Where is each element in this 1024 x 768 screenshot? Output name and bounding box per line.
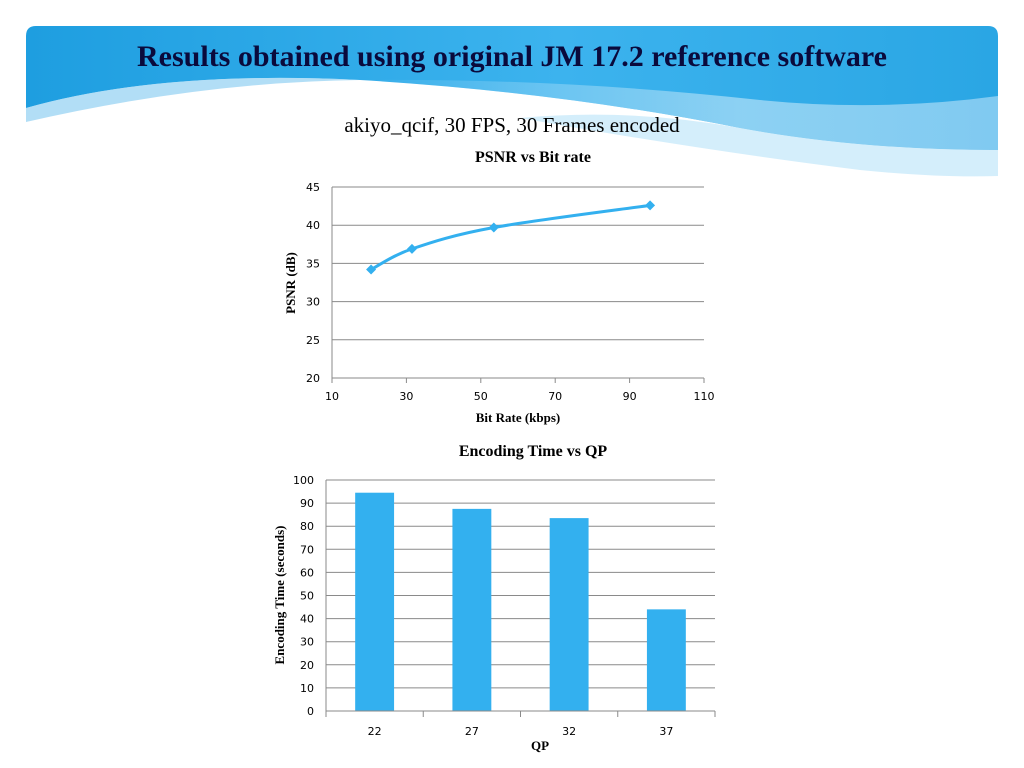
chart2-category-label: 37	[659, 725, 673, 738]
chart2-bar	[549, 518, 589, 711]
chart2-y-tick-label: 70	[300, 543, 314, 556]
chart1-gridlines	[332, 186, 704, 341]
chart1-y-tick-labels: 20 25 30 35 40 45	[306, 181, 320, 385]
chart1-x-tick-label: 10	[325, 390, 339, 403]
chart1-x-tick-label: 30	[399, 390, 413, 403]
chart2-category-label: 22	[368, 725, 382, 738]
chart2-x-tick-labels: 22 27 32 37	[368, 725, 674, 738]
chart1-y-tick-label: 35	[306, 257, 320, 270]
chart2-y-tick-label: 40	[300, 613, 314, 626]
chart2-y-tick-label: 50	[300, 590, 314, 603]
chart1-y-tick-label: 25	[306, 334, 320, 347]
chart1-y-axis-title: PSNR (dB)	[283, 252, 298, 314]
chart1-y-tick-label: 20	[306, 372, 320, 385]
chart2-y-tick-labels: 0 10 20 30 40 50 60 70 80 90 100	[293, 474, 314, 718]
chart1-x-axis-title: Bit Rate (kbps)	[476, 410, 561, 425]
chart1-axes	[331, 187, 705, 383]
chart1-y-tick-label: 40	[306, 219, 320, 232]
chart2-y-axis-title: Encoding Time (seconds)	[272, 526, 287, 665]
chart2-title: Encoding Time vs QP	[459, 443, 608, 460]
slide-subtitle-text: akiyo_qcif, 30 FPS, 30 Frames encoded	[344, 113, 680, 137]
chart1-x-tick-label: 110	[694, 390, 715, 403]
slide-title: Results obtained using original JM 17.2 …	[137, 40, 887, 73]
chart2-category-label: 27	[465, 725, 479, 738]
chart1-data-point	[406, 243, 417, 254]
chart1-data-point	[645, 200, 656, 211]
chart1-x-tick-labels: 10 30 50 70 90 110	[325, 390, 715, 403]
chart2-y-tick-label: 0	[307, 705, 314, 718]
chart1-series	[366, 200, 656, 275]
chart1-data-point	[366, 264, 377, 275]
chart2-bars	[355, 492, 686, 711]
chart2-y-tick-label: 100	[293, 474, 314, 487]
chart2-y-tick-label: 30	[300, 636, 314, 649]
chart2-category-label: 32	[562, 725, 576, 738]
chart2-y-tick-label: 90	[300, 497, 314, 510]
chart2-bar	[452, 508, 492, 711]
chart2-x-axis-title: QP	[531, 738, 549, 753]
chart1-x-tick-label: 70	[548, 390, 562, 403]
chart1-y-tick-label: 30	[306, 296, 320, 309]
psnr-line-chart: PSNR vs Bit rate 20 25 30 35 40 45 10 30 50 70 90…	[283, 149, 715, 425]
chart1-x-tick-label: 90	[623, 390, 637, 403]
chart2-y-tick-label: 80	[300, 520, 314, 533]
encoding-time-bar-chart: Encoding Time vs QP 0 10 20 30 40 50 60 70 80 90 1…	[272, 443, 716, 753]
chart1-y-tick-label: 45	[306, 181, 320, 194]
chart2-y-tick-label: 60	[300, 566, 314, 579]
header-wave-background	[26, 26, 998, 177]
chart2-axes	[325, 480, 716, 717]
slide-subtitle: akiyo_qcif, 30 FPS, 30 Frames encoded	[0, 113, 1024, 138]
chart1-series-line	[370, 203, 651, 271]
chart2-bar	[646, 609, 686, 711]
chart1-x-tick-label: 50	[474, 390, 488, 403]
chart1-data-point	[488, 222, 499, 233]
chart1-title: PSNR vs Bit rate	[475, 149, 591, 166]
chart2-y-tick-label: 10	[300, 682, 314, 695]
chart2-y-tick-label: 20	[300, 659, 314, 672]
chart2-bar	[355, 492, 395, 711]
